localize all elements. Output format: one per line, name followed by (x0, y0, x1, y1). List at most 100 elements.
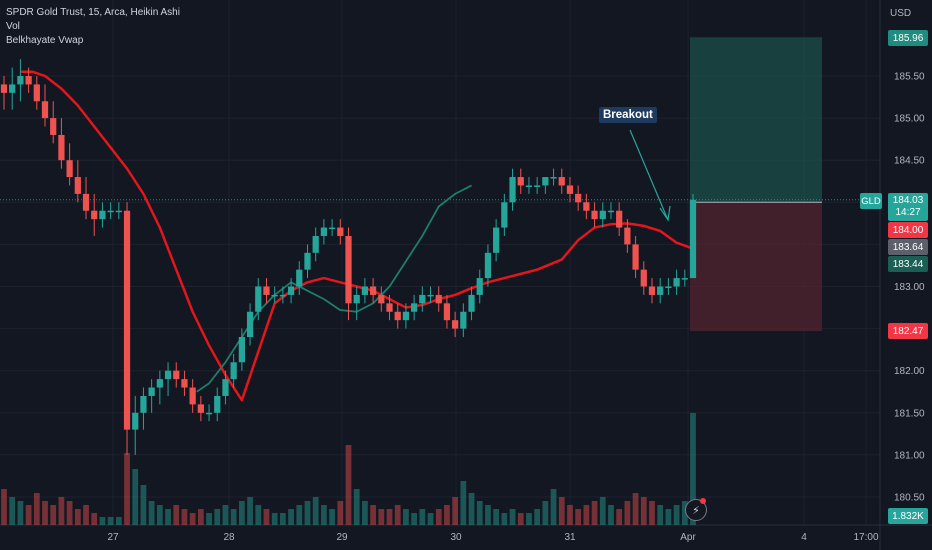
y-tick-label: 183.00 (894, 282, 925, 293)
position-zones[interactable] (0, 37, 880, 332)
volume-bar (427, 513, 434, 525)
candle-body (599, 210, 606, 220)
breakout-label[interactable]: Breakout (599, 107, 657, 123)
volume-bar (66, 501, 73, 525)
y-tick-label: 181.50 (894, 408, 925, 419)
candle-body (230, 362, 237, 380)
volume-bar (567, 505, 573, 525)
volume-bar (452, 497, 459, 525)
candle-body (583, 202, 590, 211)
candle-body (517, 177, 524, 186)
volume-bar (197, 509, 204, 525)
breakout-arrow (629, 129, 669, 221)
volume-bar (526, 513, 532, 525)
volume-bar (214, 509, 221, 525)
volume-bar (657, 505, 664, 525)
legend-vol[interactable]: Vol (6, 21, 20, 32)
candle-body (0, 84, 8, 93)
candle-body (255, 286, 262, 312)
volume-bar (165, 509, 171, 525)
volume-bar (337, 501, 344, 525)
volume-bar (9, 497, 16, 525)
candle-body (689, 199, 697, 279)
profit-zone (690, 37, 822, 203)
candle-body (312, 235, 319, 253)
volume-bars (1, 413, 696, 525)
volume-bar (517, 513, 524, 525)
symbol-tag: GLD (860, 193, 882, 209)
volume-bar (132, 469, 139, 525)
candle-body (534, 185, 541, 187)
candle-body (50, 118, 57, 135)
candle-body (222, 379, 229, 396)
candle-body (435, 294, 442, 304)
candle-body (33, 84, 40, 102)
candle-body (345, 235, 352, 304)
candle-body (632, 244, 639, 270)
volume-bar (632, 493, 639, 525)
candle-body (189, 387, 196, 405)
candle-body (99, 210, 106, 220)
candle-body (246, 311, 254, 338)
volume-bar (115, 517, 122, 525)
volume-bar (222, 505, 229, 525)
volume-bar (493, 509, 500, 525)
currency-label[interactable]: USD (890, 8, 912, 19)
candle-body (140, 395, 147, 413)
x-tick-label: 29 (336, 532, 348, 543)
volume-bar (616, 509, 623, 525)
volume-bar (140, 485, 147, 525)
x-axis[interactable]: 27 28 29 30 31 Apr 4 17:00 (107, 532, 879, 543)
volume-bar (501, 513, 508, 525)
volume-bar (649, 501, 655, 525)
candle-body (550, 177, 557, 179)
candle-body (173, 370, 180, 380)
candle-body (558, 177, 565, 186)
volume-bar (485, 505, 491, 525)
volume-bar (468, 493, 475, 525)
candle-body (607, 210, 615, 213)
candle-body (132, 412, 139, 430)
y-axis[interactable]: 185.50185.00184.50184.00183.50183.00182.… (894, 72, 925, 504)
candle-body (41, 101, 49, 119)
candle-body (197, 404, 204, 413)
volume-bar (476, 501, 483, 525)
bar-countdown: 14:27 (895, 207, 921, 218)
candle-body (361, 286, 369, 295)
volume-bar (378, 509, 385, 525)
candle-body (287, 286, 295, 295)
volume-bar (575, 509, 582, 525)
volume-bar (403, 509, 409, 525)
volume-bar (460, 481, 467, 525)
legend-vwap[interactable]: Belkhayate Vwap (6, 35, 84, 46)
volume-bar (148, 501, 155, 525)
volume-tag: 1.832K (888, 508, 928, 524)
volume-bar (435, 509, 442, 525)
volume-bar (411, 513, 417, 525)
volume-bar (255, 505, 262, 525)
volume-bar (353, 489, 360, 525)
candle-body (419, 294, 426, 304)
candle-body (123, 210, 131, 430)
candle-body (460, 311, 467, 329)
volume-bar (1, 489, 7, 525)
legend-title[interactable]: SPDR Gold Trust, 15, Arca, Heikin Ashi (6, 7, 180, 18)
candle-body (484, 252, 492, 279)
candle-body (328, 227, 336, 230)
x-tick-label: 4 (801, 532, 807, 543)
breakout-arrow-head (659, 205, 671, 222)
candle-body (575, 193, 582, 203)
volume-bar (370, 505, 376, 525)
volume-bar (288, 509, 294, 525)
volume-bar (124, 453, 130, 525)
candle-body (648, 286, 656, 295)
volume-bar (156, 505, 163, 525)
candle-body (402, 311, 410, 321)
target-price-tag: 185.96 (888, 30, 928, 46)
volume-bar (42, 501, 48, 525)
lightning-icon[interactable]: ⚡ (685, 499, 707, 521)
volume-bar (247, 497, 253, 525)
volume-bar (296, 505, 303, 525)
